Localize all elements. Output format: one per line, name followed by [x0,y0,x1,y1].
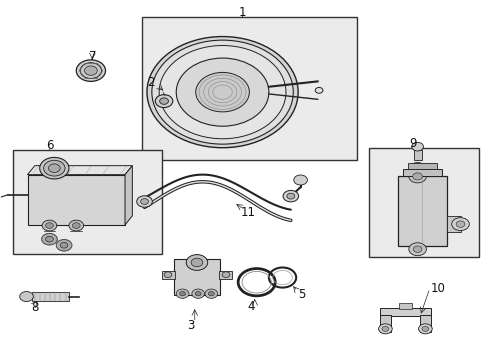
Circle shape [410,162,424,172]
Text: 1: 1 [238,6,245,19]
Circle shape [60,242,68,248]
Circle shape [137,196,152,207]
Circle shape [186,255,207,270]
Bar [142,17,356,160]
Circle shape [84,66,97,75]
Bar [13,149,161,253]
Bar [32,292,69,301]
Text: 4: 4 [247,300,255,313]
Circle shape [293,175,307,185]
Text: 10: 10 [430,282,445,295]
Bar [419,315,430,332]
Bar [218,271,232,279]
Bar [161,271,175,279]
Polygon shape [125,166,132,225]
Circle shape [76,60,105,81]
Circle shape [155,95,172,108]
Circle shape [421,326,428,331]
Circle shape [42,220,57,231]
Circle shape [147,37,298,148]
Circle shape [283,190,298,202]
Bar [407,163,436,168]
Circle shape [208,292,214,296]
Text: 6: 6 [45,139,53,152]
Text: 11: 11 [241,206,255,219]
Bar [368,148,478,257]
Text: 9: 9 [408,136,416,149]
Circle shape [176,58,268,126]
Circle shape [195,292,201,296]
Circle shape [408,170,426,183]
Circle shape [191,258,203,267]
Bar [379,315,390,332]
Bar [402,168,441,176]
Circle shape [412,173,422,180]
Circle shape [69,220,83,231]
Circle shape [56,239,72,251]
Text: 7: 7 [88,50,96,63]
Circle shape [451,218,468,230]
Bar [27,175,125,225]
Circle shape [159,98,168,104]
Text: 5: 5 [298,288,305,301]
Circle shape [315,87,323,93]
Circle shape [40,157,69,179]
Circle shape [378,324,391,334]
Circle shape [411,142,423,151]
Circle shape [80,63,102,78]
Circle shape [286,193,294,199]
Text: 8: 8 [31,301,39,314]
Circle shape [20,292,33,302]
Circle shape [408,243,426,256]
Bar [446,216,460,232]
Circle shape [176,289,188,298]
Circle shape [418,324,431,334]
Circle shape [48,164,60,172]
Bar [398,303,411,309]
Bar [397,176,446,246]
Circle shape [41,233,57,245]
Circle shape [412,246,421,252]
Circle shape [45,223,53,228]
Bar [379,309,430,316]
Circle shape [222,272,229,278]
Polygon shape [27,166,132,175]
Circle shape [152,40,293,144]
Bar [413,149,421,160]
Circle shape [43,160,65,176]
Circle shape [381,326,388,331]
Circle shape [179,292,185,296]
Circle shape [72,223,80,228]
Circle shape [204,289,217,298]
Circle shape [163,272,171,278]
Text: 3: 3 [187,319,194,332]
Text: 2: 2 [147,76,154,89]
Circle shape [159,45,285,139]
Circle shape [455,221,464,227]
Bar [173,259,220,295]
Circle shape [45,236,53,242]
Circle shape [141,199,148,204]
Circle shape [195,72,249,112]
Circle shape [191,289,204,298]
